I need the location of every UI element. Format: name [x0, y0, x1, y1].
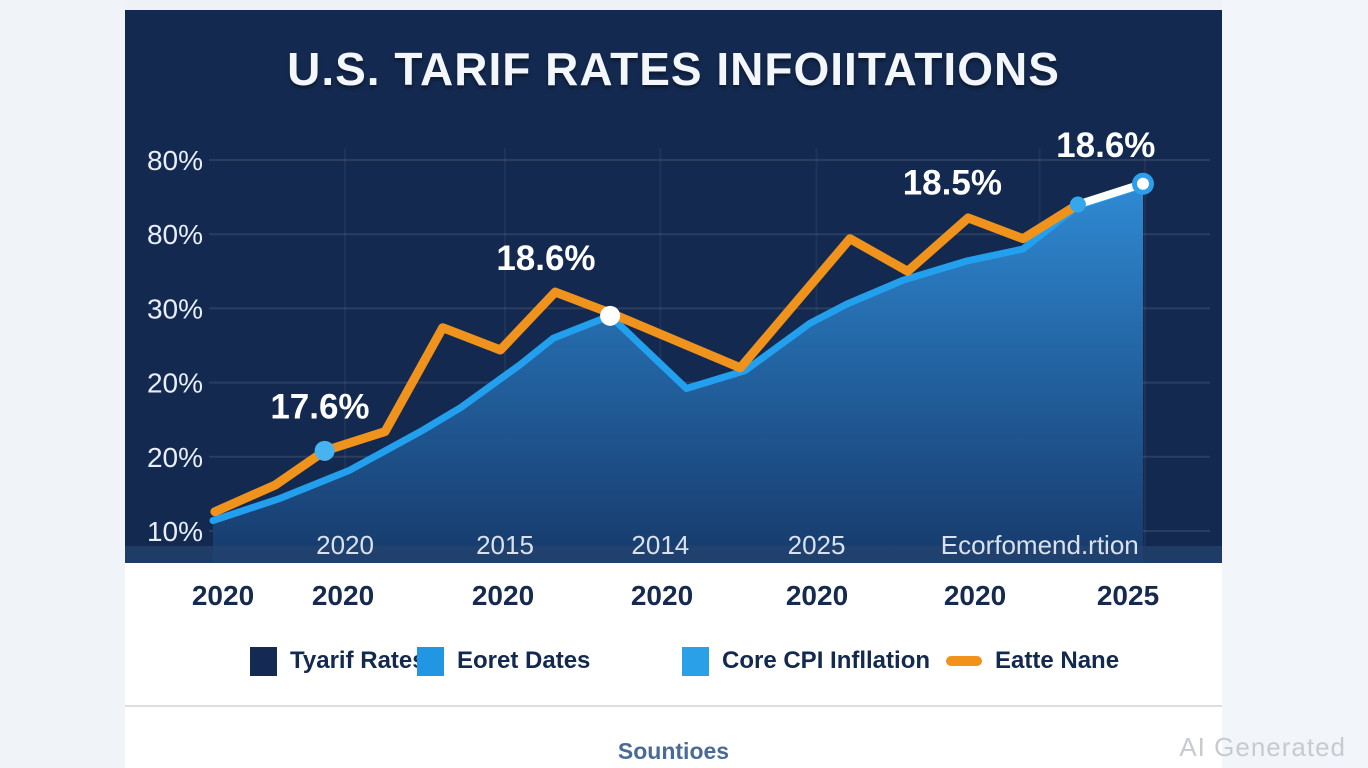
legend-swatch-navy-square	[250, 646, 277, 676]
x-axis-bottom-label: 2020	[943, 580, 1007, 611]
x-axis-bottom-label: 2020	[311, 580, 375, 611]
data-point-marker	[1132, 172, 1154, 195]
x-axis-bottom-label: 2020	[191, 580, 255, 611]
x-axis-inner-label: 2020	[316, 530, 374, 560]
x-axis-bottom-label: 2025	[1096, 580, 1160, 611]
legend-label: Eatte Nane	[995, 647, 1120, 674]
x-axis-inner-label: 2025	[788, 530, 846, 560]
legend-swatch-lightblue-square	[682, 646, 709, 676]
data-label: 18.6%	[496, 239, 595, 278]
x-axis-bottom-label: 2020	[630, 580, 694, 611]
legend-label: Core CPI Infllation	[722, 647, 931, 674]
lower-sheet	[125, 563, 1222, 768]
page-margin-right	[1222, 0, 1368, 768]
footer-divider	[125, 705, 1222, 707]
y-axis-tick: 80%	[147, 145, 203, 176]
data-label: 17.6%	[270, 387, 369, 426]
x-axis-bottom-label: 2020	[785, 580, 849, 611]
source-label: Sountioes	[617, 738, 730, 764]
data-point-marker	[1069, 196, 1086, 213]
chart-title: U.S. TARIF RATES INFOIITATIONS	[287, 43, 1060, 95]
data-label: 18.6%	[1056, 126, 1155, 165]
legend-item-eatte-nane: Eatte Nane	[946, 645, 1119, 677]
x-axis-inner-label: 2014	[631, 530, 689, 560]
x-axis-inner-label: Ecorfomend.rtion	[941, 530, 1139, 560]
legend-swatch-orange-dash	[946, 656, 982, 666]
x-axis-bottom: 2020 2020 2020 2020 2020 2020 2025	[0, 580, 1368, 616]
legend-item-core-cpi-inflation: Core CPI Infllation	[682, 645, 930, 677]
data-label: 18.5%	[903, 163, 1002, 202]
x-axis-bottom-label: 2020	[471, 580, 535, 611]
y-axis-tick: 20%	[147, 368, 203, 399]
legend-item-tyarif-rates: Tyarif Rates	[250, 645, 426, 677]
legend-label: Eoret Dates	[457, 647, 591, 674]
ai-generated-watermark: AI Generated	[1179, 732, 1346, 762]
legend-item-eoret-dates: Eoret Dates	[417, 645, 590, 677]
tariff-inflation-area-chart: 80% 80% 30% 20% 20% 10% 17.6% 18.6% 18.5% 18.6% 20…	[125, 126, 1222, 563]
legend-swatch-blue-square	[417, 646, 444, 676]
chart-panel: 80% 80% 30% 20% 20% 10% 17.6% 18.6% 18.5% 18.6% 20…	[125, 10, 1222, 563]
x-axis-inner-label: 2015	[476, 530, 534, 560]
y-axis-tick: 80%	[147, 219, 203, 250]
data-point-marker	[600, 305, 621, 326]
y-axis-tick: 20%	[147, 442, 203, 473]
y-axis-tick: 30%	[147, 293, 203, 324]
data-point-marker	[314, 440, 335, 461]
legend-label: Tyarif Rates	[290, 647, 426, 674]
y-axis-tick: 10%	[147, 516, 203, 547]
page-margin-left	[0, 0, 125, 768]
chart-legend: Tyarif Rates Eoret Dates Core CPI Inflla…	[0, 645, 1368, 681]
